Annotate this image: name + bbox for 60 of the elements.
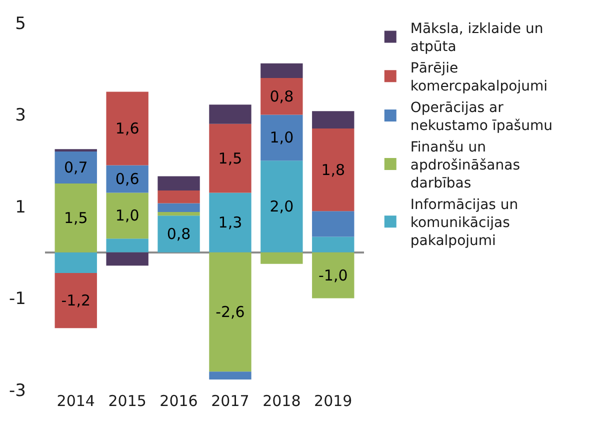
bar <box>312 252 354 298</box>
legend-label: Māksla, izklaide un atpūta <box>410 21 544 56</box>
data-label: 1,5 <box>64 208 88 227</box>
x-tick-label: 2015 <box>108 392 146 410</box>
bar <box>209 372 252 380</box>
legend-label: Finanšu un apdrošināšanas darbības <box>410 139 520 192</box>
data-label: 0,7 <box>64 158 88 177</box>
y-tick-label: -1 <box>9 289 26 310</box>
y-tick-label: 1 <box>15 197 26 218</box>
bar <box>158 216 200 252</box>
data-label: 0,6 <box>115 170 140 188</box>
bar <box>158 212 200 216</box>
x-tick-label: 2017 <box>211 392 250 410</box>
y-tick-label: -3 <box>9 380 26 401</box>
legend-label: Informācijas un komunikācijas pakalpojumi <box>410 196 518 250</box>
bar <box>312 111 354 129</box>
bar <box>260 160 303 252</box>
data-label: 1,0 <box>115 206 140 225</box>
y-tick-label: 5 <box>15 14 26 34</box>
bar <box>312 211 354 237</box>
bar <box>158 176 200 190</box>
bar <box>209 192 252 252</box>
data-label: -1,2 <box>61 292 91 310</box>
bar <box>54 151 97 184</box>
data-label: -1,0 <box>318 266 348 284</box>
bar <box>312 236 354 252</box>
bar <box>260 252 303 264</box>
data-label: 1,0 <box>270 128 294 147</box>
x-tick-label: 2018 <box>262 392 301 410</box>
x-tick-label: 2019 <box>314 392 352 410</box>
bar <box>106 92 148 166</box>
x-tick-label: 2014 <box>56 392 95 410</box>
legend-label: Operācijas ar nekustamo īpašumu <box>410 100 552 134</box>
bar <box>54 252 97 274</box>
bar <box>54 184 97 252</box>
data-label: 1,6 <box>115 120 140 138</box>
x-tick-label: 2016 <box>160 392 198 410</box>
data-label: 1,8 <box>321 160 346 179</box>
data-label: 2,0 <box>270 198 294 216</box>
data-label: -2,6 <box>216 303 245 322</box>
data-label: 1,3 <box>218 214 242 232</box>
bar <box>209 104 252 124</box>
data-label: 0,8 <box>166 225 191 244</box>
bar <box>106 192 148 239</box>
bar <box>260 114 303 161</box>
bar <box>158 203 200 212</box>
bar <box>54 273 97 328</box>
bar <box>106 252 148 266</box>
bar <box>106 238 148 252</box>
bar <box>260 78 303 115</box>
bar <box>106 165 148 193</box>
bar <box>158 190 200 204</box>
bar <box>209 252 252 372</box>
bar <box>312 128 354 212</box>
data-label: 1,5 <box>218 149 242 168</box>
y-tick-label: 3 <box>15 106 26 126</box>
bar <box>260 63 303 78</box>
legend-label: Pārējie komercpakalpojumi <box>410 60 548 95</box>
bar <box>209 124 252 193</box>
data-label: 0,8 <box>270 87 294 106</box>
